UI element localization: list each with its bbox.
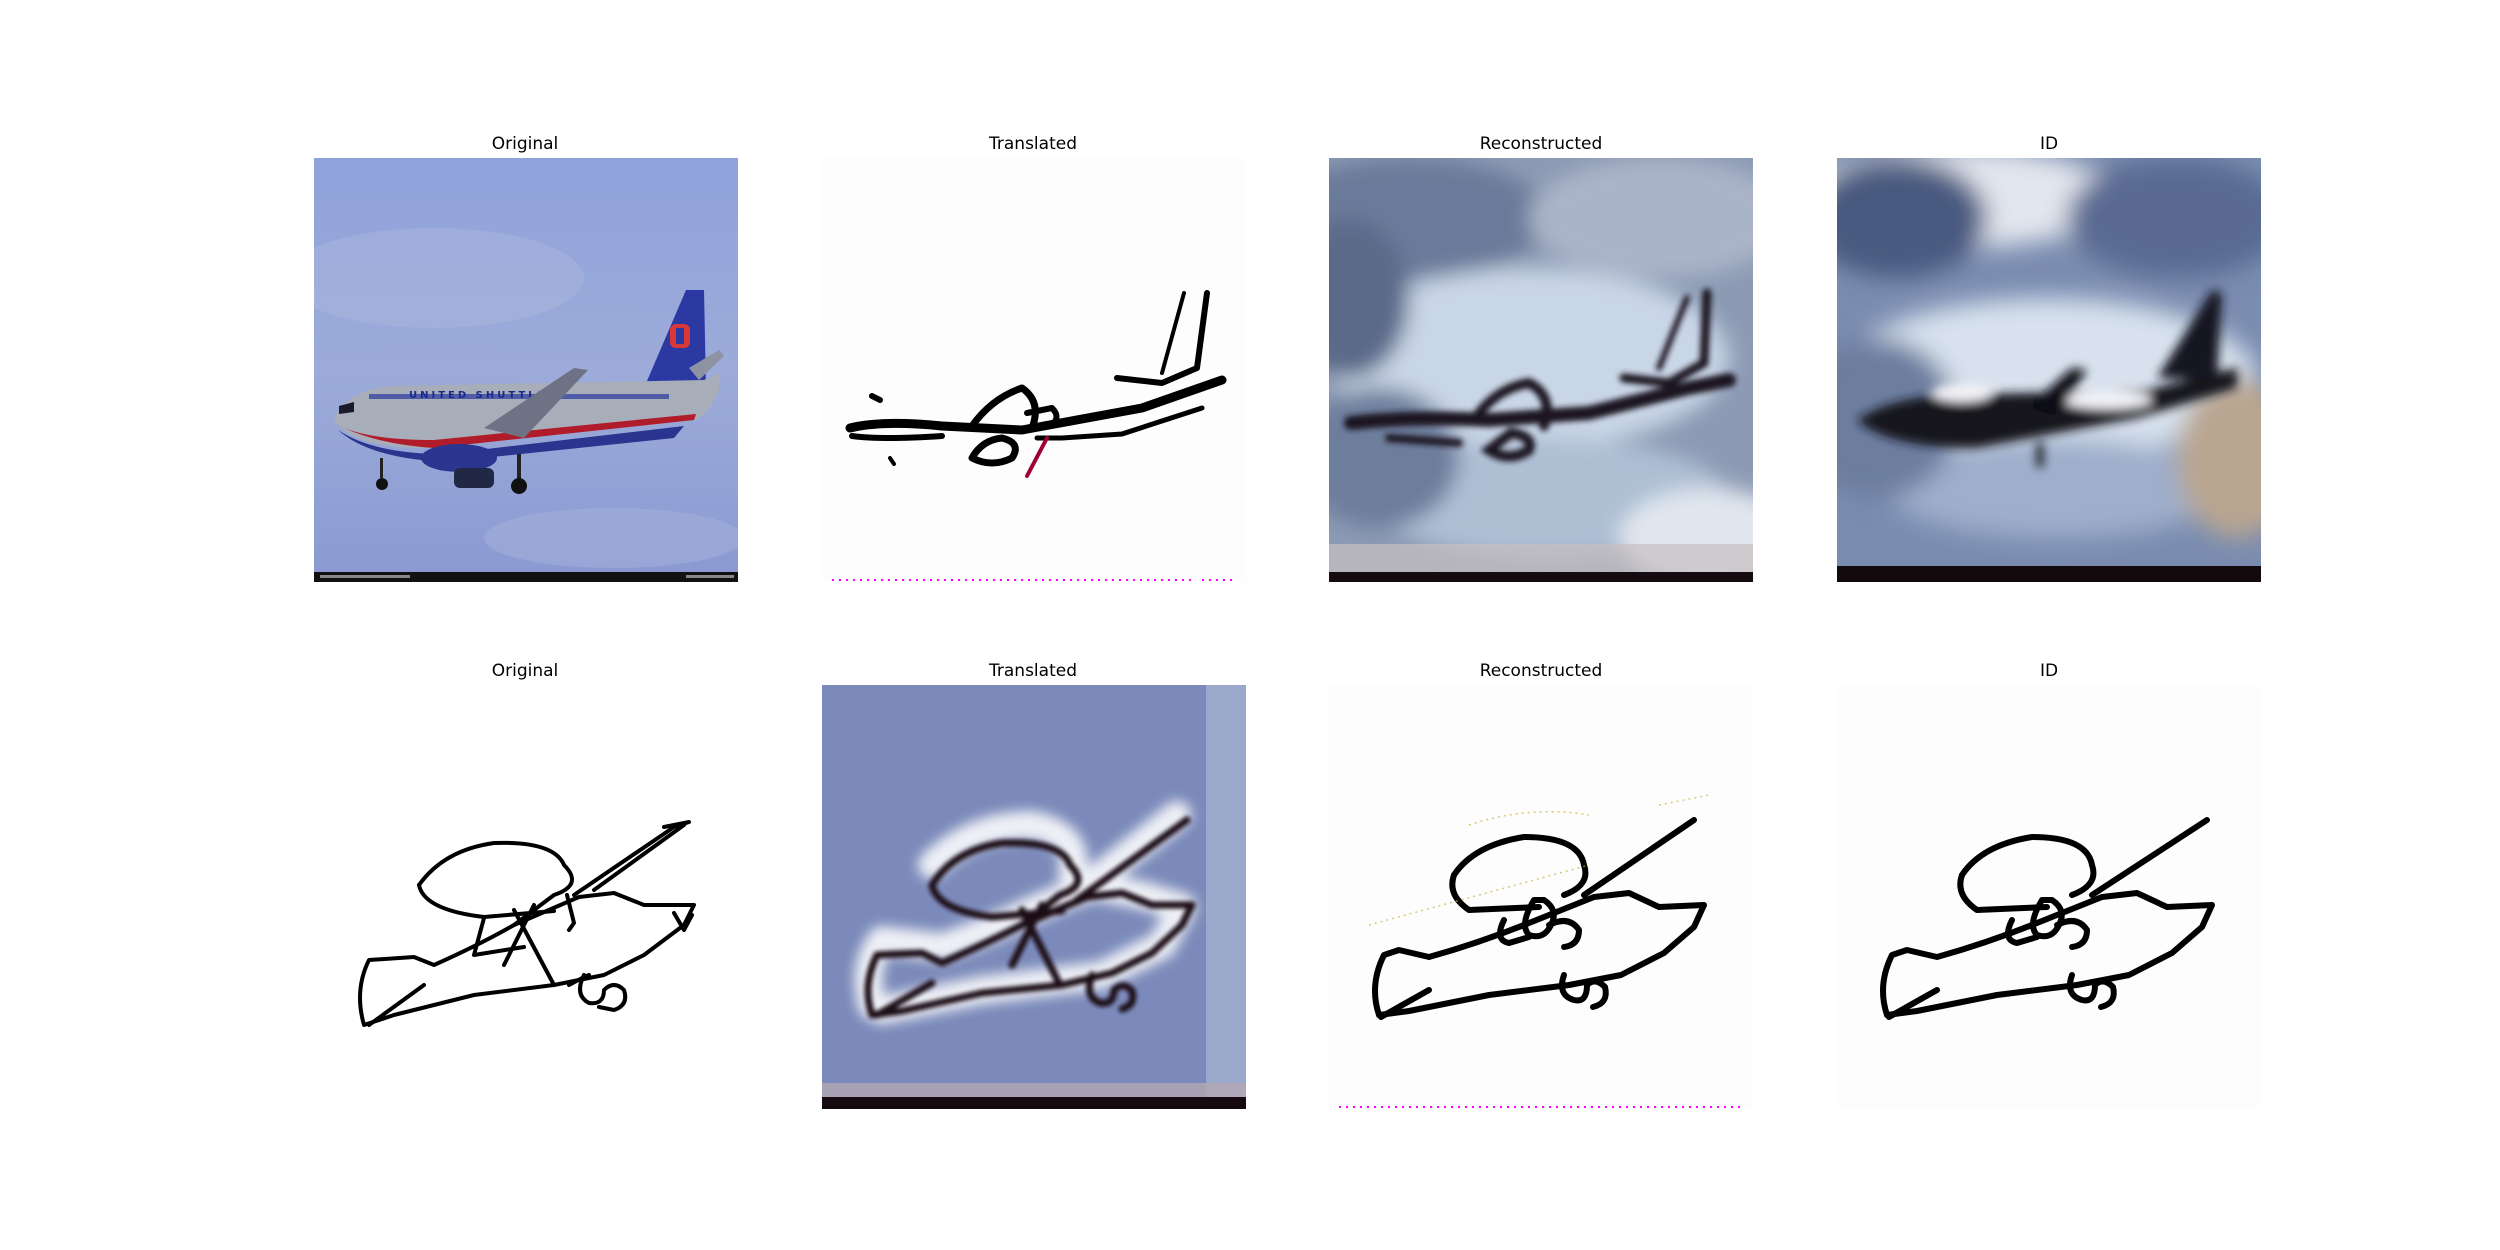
identity-sketch-panel [1837,685,2261,1109]
prop-plane-identity [1837,685,2261,1109]
prop-plane-reconstructed [1329,685,1753,1109]
panel-title: Translated [989,661,1077,681]
livery-text: UNITED SHUTTLE [409,390,547,401]
translated-photo-panel [822,685,1246,1109]
prop-plane-translated [822,685,1246,1109]
airliner-identity [1837,158,2261,582]
panel-title: Translated [989,134,1077,154]
panel-title: Original [491,134,559,154]
prop-plane-sketch [314,685,738,1109]
panel-title: Original [491,661,559,681]
reconstructed-photo-panel [1329,158,1753,582]
airliner-reconstructed [1329,158,1753,582]
panel-title: ID [2039,661,2059,681]
translated-sketch-panel [822,158,1246,582]
reconstructed-sketch-panel [1329,685,1753,1109]
panel-title: Reconstructed [1479,661,1603,681]
original-photo-panel: UNITED SHUTTLE [314,158,738,582]
airliner-photo: UNITED SHUTTLE [314,158,738,582]
airliner-sketch [822,158,1246,582]
identity-photo-panel [1837,158,2261,582]
panel-title: ID [2039,134,2059,154]
original-sketch-panel [314,685,738,1109]
panel-title: Reconstructed [1479,134,1603,154]
